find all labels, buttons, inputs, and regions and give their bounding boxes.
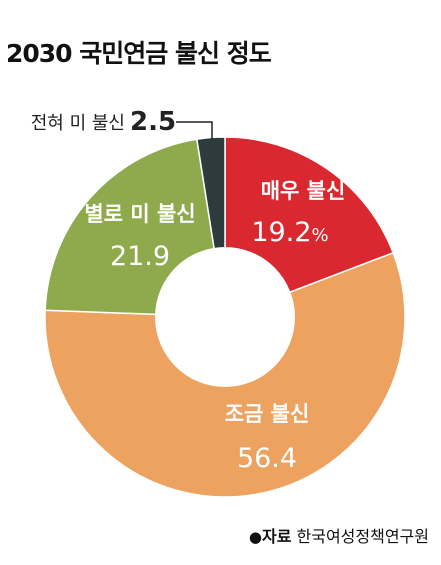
donut-hole — [155, 247, 295, 387]
slice-label-somewhat: 조금 불신 — [225, 402, 310, 426]
slice-value-very-number: 19.2 — [251, 217, 311, 248]
source-label: 자료 — [261, 527, 292, 546]
callout-value-not-at-all: 2.5 — [130, 107, 176, 137]
callout-label-not-at-all: 전혀 미 불신 — [31, 113, 125, 134]
slice-value-very-unit: % — [312, 225, 329, 246]
slice-label-very: 매우 불신 — [261, 179, 346, 203]
chart-title: 2030 국민연금 불신 정도 — [6, 39, 272, 68]
slice-label-not-very: 별로 미 불신 — [84, 202, 195, 226]
source-note: ●자료 한국여성정책연구원 — [249, 523, 429, 547]
source-text: 한국여성정책연구원 — [296, 527, 429, 546]
slice-value-somewhat: 56.4 — [237, 443, 297, 474]
slice-value-very: 19.2% — [251, 217, 328, 248]
source-bullet: ● — [248, 528, 262, 546]
callout-leader-line — [176, 121, 213, 140]
slice-value-not-very: 21.9 — [110, 241, 170, 272]
